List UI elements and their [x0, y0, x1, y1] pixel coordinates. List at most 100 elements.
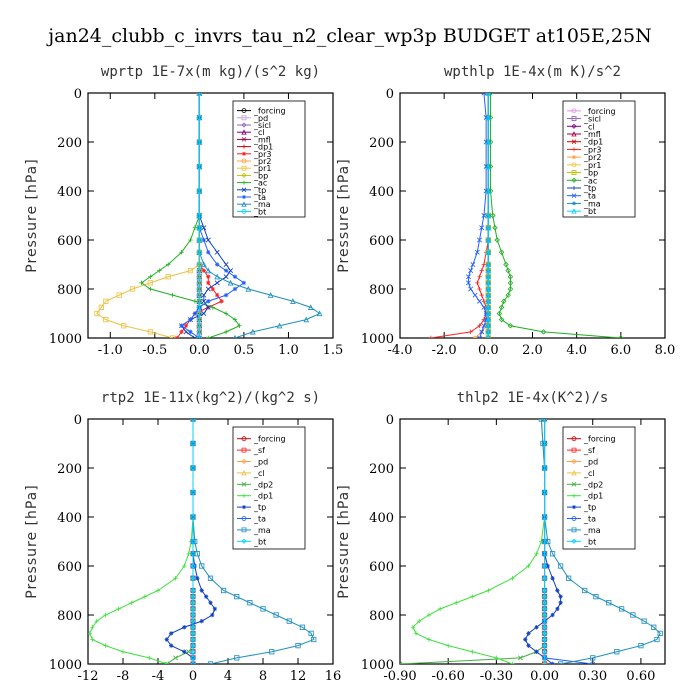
data-point	[477, 298, 482, 304]
panel-title: wpthlp 1E-4x(m K)/s^2	[444, 64, 621, 80]
data-point	[207, 575, 214, 581]
figure-title: jan24_clubb_c_invrs_tau_n2_clear_wp3p BU…	[46, 25, 651, 47]
data-point	[196, 317, 202, 323]
series-line	[400, 419, 546, 664]
data-point	[147, 329, 153, 335]
data-point	[316, 310, 323, 317]
data-point	[116, 292, 122, 298]
legend-marker	[242, 151, 246, 156]
legend-marker	[571, 123, 577, 129]
x-tick-label: 0.00	[530, 669, 559, 684]
data-point	[196, 261, 202, 268]
panel-2: wpthlp 1E-4x(m K)/s^2 Pressure [hPa] 0 200 4…	[336, 64, 675, 358]
data-point	[260, 606, 266, 612]
data-point	[195, 576, 200, 581]
data-point	[494, 237, 500, 243]
data-point	[590, 655, 596, 661]
data-point	[273, 612, 279, 618]
legend-label: _dp1	[253, 492, 273, 501]
data-point	[428, 335, 434, 338]
series-line	[490, 93, 621, 338]
legend-marker	[241, 527, 247, 533]
data-point	[155, 588, 161, 593]
legend-marker	[242, 180, 246, 185]
x-tick-label: 2.0	[522, 343, 543, 358]
x-tick-label: 8.0	[655, 343, 676, 358]
legend-marker	[572, 147, 576, 152]
data-point	[276, 322, 283, 329]
data-point	[558, 594, 563, 599]
data-point	[558, 600, 563, 605]
data-point	[201, 268, 207, 273]
data-point	[129, 286, 136, 292]
data-point	[179, 329, 184, 335]
data-point	[205, 237, 211, 243]
data-point	[501, 298, 507, 305]
legend: _forcing _sf _pd _cl _dp2 _dp1 _tp _ta _ma _bt	[232, 426, 306, 550]
y-tick-label: 200	[57, 136, 82, 151]
data-point	[207, 661, 214, 664]
data-point	[190, 465, 196, 471]
x-tick-label: -8	[117, 669, 130, 684]
legend-marker	[571, 447, 577, 453]
data-point	[269, 649, 275, 655]
legend-label: _tp	[253, 186, 266, 195]
data-point	[550, 612, 555, 618]
legend-label: _pr2	[583, 153, 601, 162]
data-point	[485, 224, 492, 231]
data-point	[486, 588, 491, 593]
data-point	[485, 285, 492, 292]
x-tick-label: 12	[290, 669, 307, 684]
data-point	[88, 631, 92, 636]
legend-marker	[571, 193, 577, 198]
data-point	[485, 335, 492, 338]
y-axis-label: Pressure [hPa]	[336, 484, 352, 598]
data-point	[481, 323, 487, 329]
legend-label: _pd	[253, 114, 268, 123]
legend-label: _bt	[583, 207, 596, 216]
x-tick-label: 4	[224, 669, 232, 684]
data-point	[183, 323, 189, 328]
data-point	[170, 292, 175, 298]
x-tick-label: -2.0	[432, 343, 457, 358]
data-point	[470, 594, 475, 599]
data-point	[555, 606, 560, 612]
data-point	[485, 279, 492, 286]
data-point	[545, 563, 550, 569]
data-point	[507, 286, 514, 292]
panel-3: rtp2 1E-11x(kg^2)/(kg^2 s) Pressure [hPa]…	[24, 390, 341, 684]
legend-label: _ma	[583, 199, 601, 208]
data-point	[192, 299, 198, 304]
data-point	[190, 661, 196, 664]
data-point	[517, 655, 523, 661]
data-point	[206, 335, 211, 338]
data-point	[619, 606, 625, 612]
legend-marker	[241, 458, 247, 465]
panel-4: thlp2 1E-4x(K^2)/s Pressure [hPa] 0 200 400 6…	[336, 390, 666, 684]
data-point	[174, 335, 180, 338]
x-tick-label: 1.0	[278, 343, 299, 358]
legend-marker	[571, 131, 577, 137]
x-tick-label: -4	[152, 669, 165, 684]
data-point	[485, 310, 492, 317]
data-point	[614, 649, 620, 655]
series-line	[467, 93, 487, 338]
y-tick-label: 400	[369, 185, 394, 200]
data-point	[485, 93, 492, 96]
data-point	[468, 268, 474, 274]
data-point	[201, 237, 207, 243]
data-point	[541, 642, 548, 649]
data-point	[474, 249, 480, 255]
data-point	[540, 440, 546, 447]
data-point	[199, 563, 205, 569]
data-point	[201, 292, 207, 298]
y-axis-label: Pressure [hPa]	[336, 158, 352, 272]
data-point	[94, 310, 100, 317]
data-point	[485, 322, 492, 329]
data-point	[214, 273, 221, 280]
data-point	[479, 329, 485, 335]
legend-marker	[571, 139, 577, 144]
data-point	[290, 298, 296, 304]
data-point	[188, 317, 193, 322]
data-point	[90, 637, 95, 642]
